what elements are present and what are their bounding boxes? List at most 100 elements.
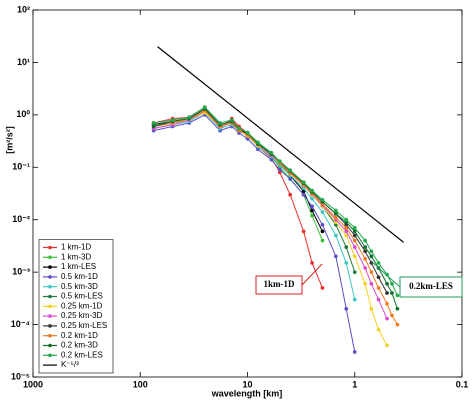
data-point [363,281,368,286]
data-point [395,306,400,311]
data-point [385,291,389,295]
series-line [153,114,356,353]
data-point [333,254,338,259]
data-point [333,233,338,238]
data-point [277,167,282,172]
series-line [157,46,405,243]
data-point [385,281,389,286]
series [151,108,357,275]
legend-label: 0.2 km-LES [61,350,103,359]
data-point [288,168,293,173]
annotation-arrow [301,263,323,286]
y-tick-label: 10² [17,4,30,14]
data-point [301,229,306,234]
data-point [376,327,381,332]
data-point [320,238,325,243]
data-point [320,222,325,227]
data-point [269,150,274,155]
x-axis-label: wavelength [km] [211,388,283,398]
data-point [301,192,306,197]
data-point [245,130,250,135]
legend-label: K⁻⁵/³ [61,360,79,369]
legend-marker [48,284,52,289]
legend-marker [48,245,52,250]
data-point [344,306,349,311]
legend-label: 0.25 km-LES [61,321,107,330]
data-point [390,291,394,295]
data-point [376,286,381,290]
data-point [310,188,314,193]
series-line [153,110,398,325]
data-point [333,211,338,216]
data-point [390,281,394,286]
data-point [369,306,374,311]
y-axis-label: [m²/s²] [4,126,14,154]
data-point [363,256,368,261]
legend-label: 0.2 km-3D [61,341,98,350]
data-point [352,254,357,259]
data-point [151,124,156,129]
legend-marker [48,343,52,348]
data-point [352,229,357,234]
legend-label: 0.5 km-1D [61,272,98,281]
data-point [333,215,338,220]
data-point [277,159,282,164]
data-point [320,286,325,290]
data-point [310,213,314,218]
data-point [352,270,357,275]
data-point [369,249,374,254]
data-point [255,140,260,145]
legend-marker [48,353,52,358]
data-point [288,192,293,197]
data-point [288,177,293,181]
data-point [363,238,368,243]
x-tick-label: 10 [242,379,252,389]
legend-label: 0.2 km-1D [61,331,98,340]
legend-marker [48,333,52,338]
x-tick-label: 0.1 [456,379,469,389]
legend-label: 0.25 km-1D [61,301,103,310]
y-tick-label: 10⁻² [12,214,30,224]
data-point [202,105,207,110]
data-point [310,196,314,201]
legend-marker [48,314,52,318]
series-line [153,106,398,296]
data-point [310,208,314,213]
data-point [376,275,381,280]
data-point [369,270,374,275]
y-tick-label: 10⁻¹ [12,162,30,172]
data-point [395,293,400,298]
data-point [352,225,357,230]
data-point [320,229,325,234]
legend-label: 0.25 km-3D [61,311,103,320]
data-point [352,238,357,243]
data-point [187,115,192,120]
data-point [344,217,349,222]
data-point [151,121,156,125]
legend-label: 0.5 km-3D [61,282,98,291]
legend-marker [48,255,52,260]
series-line [153,110,356,273]
legend-marker [48,324,52,328]
data-point [170,118,175,122]
data-point [320,210,325,214]
data-point [390,313,394,318]
series [157,46,405,243]
data-point [385,316,389,321]
y-tick-label: 10⁻⁴ [11,319,30,329]
x-tick-label: 1000 [23,379,43,389]
legend-label: 1 km-LES [61,262,96,271]
x-tick-label: 1 [352,379,357,389]
y-tick-label: 10¹ [17,57,30,67]
data-point [363,266,368,270]
legend-marker [48,304,52,309]
data-point [352,297,357,302]
data-point [395,322,400,327]
data-point [363,245,368,250]
data-point [229,118,234,122]
annotation-text: 1km-1D [264,279,295,289]
series [151,105,400,298]
series [151,112,357,354]
data-point [369,254,374,259]
